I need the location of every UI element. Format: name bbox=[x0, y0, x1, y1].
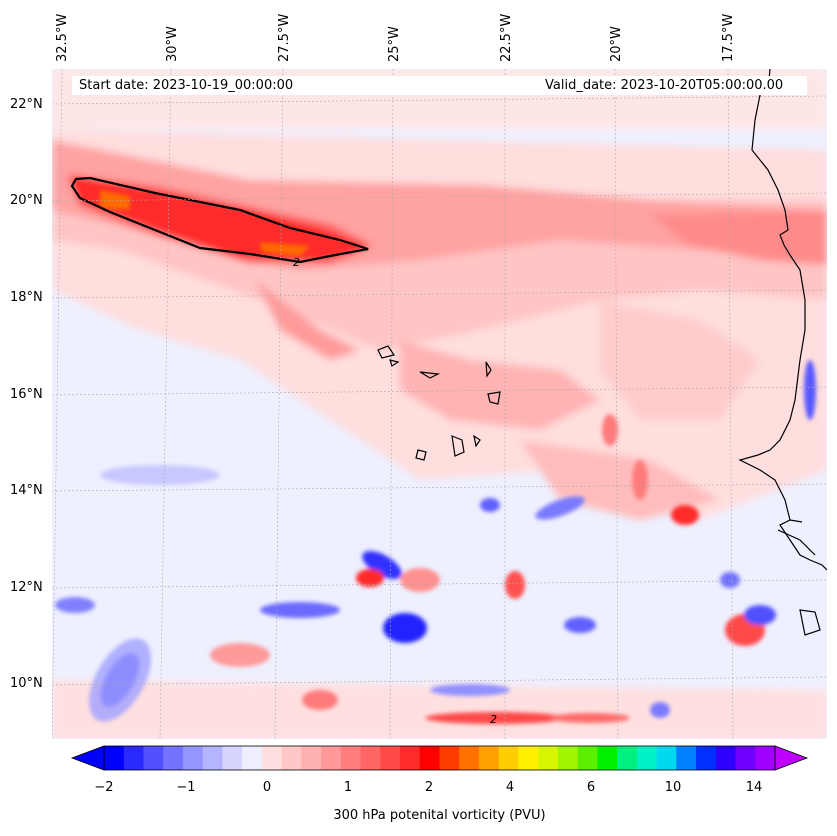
lat-label: 14°N bbox=[10, 483, 43, 498]
colorbar-tick: 6 bbox=[586, 780, 596, 795]
lon-label: 25°W bbox=[387, 26, 402, 62]
colorbar-tick: −1 bbox=[176, 780, 196, 795]
contour-label-north: 2 bbox=[293, 256, 300, 269]
valid-date: Valid_date: 2023-10-20T05:00:00.00 bbox=[545, 76, 784, 95]
lon-label: 30°W bbox=[165, 26, 180, 62]
pv-south-features bbox=[55, 360, 816, 724]
lat-label: 20°N bbox=[10, 193, 43, 208]
contour-label-south: 2 bbox=[490, 713, 497, 726]
colorbar-tick: −2 bbox=[94, 780, 114, 795]
start-date: Start date: 2023-10-19_00:00:00 bbox=[79, 76, 294, 95]
lon-label: 32.5°W bbox=[55, 13, 70, 62]
colorbar-tick: 14 bbox=[745, 780, 763, 795]
lat-label: 22°N bbox=[10, 97, 43, 112]
pv-jet-core bbox=[68, 175, 372, 264]
lon-label: 17.5°W bbox=[721, 13, 736, 62]
colorbar-tick: 2 bbox=[424, 780, 434, 795]
lat-label: 12°N bbox=[10, 580, 43, 595]
lon-label: 22.5°W bbox=[499, 13, 514, 62]
map-gridlines bbox=[52, 69, 827, 739]
lon-label: 20°W bbox=[609, 26, 624, 62]
lat-label: 10°N bbox=[10, 676, 43, 691]
lat-label: 18°N bbox=[10, 290, 43, 305]
colorbar-tick: 10 bbox=[664, 780, 682, 795]
colorbar-tick: 4 bbox=[505, 780, 515, 795]
colorbar-title: 300 hPa potenital vorticity (PVU) bbox=[333, 808, 546, 823]
coastline bbox=[377, 69, 827, 636]
lat-label: 16°N bbox=[10, 387, 43, 402]
pv-2-contour bbox=[70, 176, 369, 264]
lon-label: 27.5°W bbox=[277, 13, 292, 62]
colorbar-tick: 1 bbox=[343, 780, 353, 795]
colorbar-tick: 0 bbox=[262, 780, 272, 795]
